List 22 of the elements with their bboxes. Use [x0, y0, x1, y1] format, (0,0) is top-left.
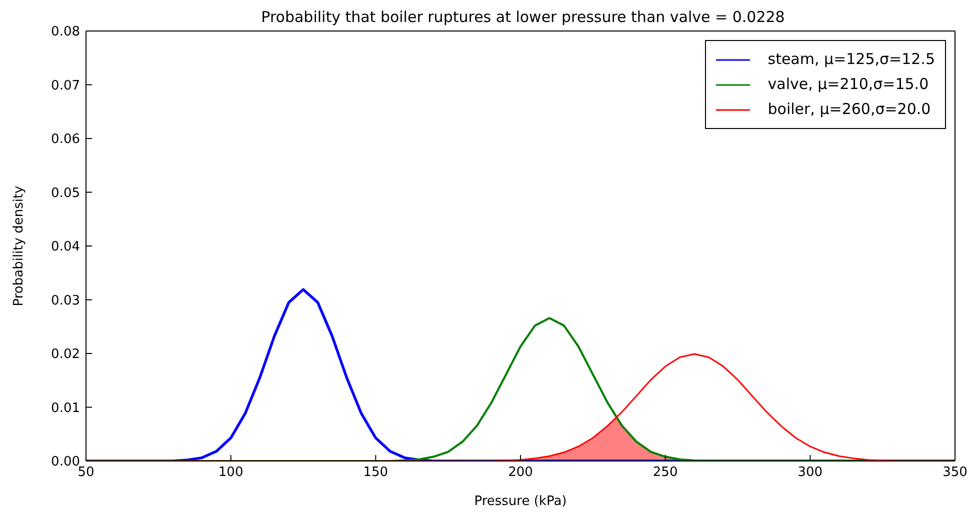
- x-axis-title: Pressure (kPa): [474, 494, 567, 509]
- y-tick-label: 0.06: [51, 132, 80, 148]
- y-tick-label: 0.03: [51, 293, 80, 308]
- x-tick-label: 150: [363, 465, 388, 480]
- y-tick-label: 0.05: [51, 186, 80, 201]
- y-tick-label: 0.02: [51, 347, 80, 362]
- x-tick-label: 300: [798, 465, 823, 480]
- y-tick-label: 0.04: [51, 240, 80, 255]
- x-tick-label: 350: [942, 465, 968, 480]
- chart-title: Probability that boiler ruptures at lower pressure than valve = 0.0228: [260, 8, 786, 26]
- y-tick-label: 0.01: [51, 400, 80, 416]
- legend-label: steam, μ=125,σ=12.5: [768, 49, 935, 70]
- x-tick-label: 50: [78, 465, 94, 480]
- legend-label: boiler, μ=260,σ=20.0: [768, 99, 931, 120]
- y-tick-label: 0.08: [51, 24, 80, 40]
- y-tick-label: 0.07: [51, 78, 80, 94]
- x-tick-label: 250: [652, 465, 678, 480]
- x-tick-label: 200: [508, 465, 533, 480]
- y-tick-label: 0.00: [51, 454, 80, 470]
- legend-label: valve, μ=210,σ=15.0: [768, 74, 929, 95]
- y-axis-title: Probability density: [12, 185, 27, 306]
- x-tick-label: 100: [218, 465, 244, 480]
